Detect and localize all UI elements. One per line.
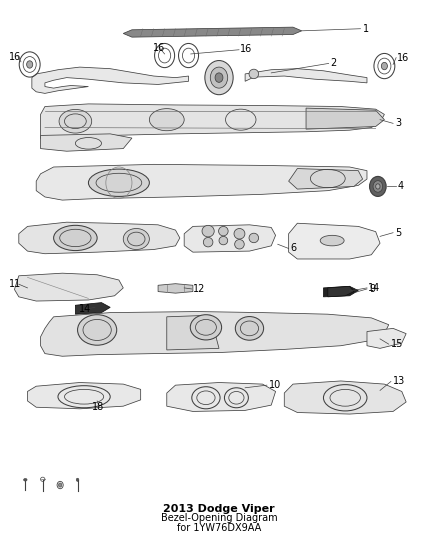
Ellipse shape: [190, 314, 222, 340]
Polygon shape: [19, 222, 180, 254]
Ellipse shape: [234, 229, 245, 239]
Polygon shape: [367, 328, 406, 349]
Polygon shape: [41, 134, 132, 151]
Polygon shape: [41, 312, 389, 356]
Polygon shape: [328, 286, 354, 297]
Text: 5: 5: [395, 228, 402, 238]
Ellipse shape: [235, 239, 244, 249]
Ellipse shape: [215, 73, 223, 82]
Polygon shape: [123, 27, 302, 37]
Polygon shape: [41, 104, 385, 143]
Ellipse shape: [88, 169, 149, 197]
Text: 10: 10: [269, 380, 281, 390]
Polygon shape: [289, 168, 363, 189]
Ellipse shape: [370, 176, 386, 197]
Text: 15: 15: [391, 339, 403, 349]
Text: 18: 18: [92, 402, 104, 412]
Text: 16: 16: [397, 53, 410, 63]
Text: 13: 13: [393, 376, 405, 386]
Ellipse shape: [381, 62, 388, 70]
Ellipse shape: [376, 184, 380, 189]
Polygon shape: [75, 303, 110, 314]
Text: 16: 16: [153, 43, 165, 53]
Text: 14: 14: [79, 304, 91, 314]
Text: 4: 4: [397, 181, 403, 191]
Ellipse shape: [320, 236, 344, 246]
Text: 16: 16: [240, 44, 252, 54]
Polygon shape: [245, 69, 367, 83]
Ellipse shape: [202, 225, 214, 237]
Text: 6: 6: [291, 244, 297, 254]
Text: 14: 14: [368, 283, 381, 293]
Ellipse shape: [123, 229, 149, 249]
Ellipse shape: [203, 237, 213, 247]
Ellipse shape: [27, 61, 33, 68]
Polygon shape: [167, 383, 276, 411]
Polygon shape: [32, 67, 188, 93]
Text: 1: 1: [363, 24, 369, 34]
Text: 16: 16: [9, 52, 21, 62]
Ellipse shape: [219, 236, 228, 245]
Polygon shape: [28, 383, 141, 409]
Ellipse shape: [249, 233, 258, 243]
Ellipse shape: [78, 314, 117, 345]
Ellipse shape: [373, 181, 383, 192]
Text: 11: 11: [9, 279, 21, 289]
Ellipse shape: [235, 317, 264, 340]
Ellipse shape: [205, 61, 233, 95]
Ellipse shape: [210, 67, 228, 88]
Ellipse shape: [53, 225, 97, 251]
Ellipse shape: [58, 483, 62, 487]
Text: for 1YW76DX9AA: for 1YW76DX9AA: [177, 523, 261, 533]
Polygon shape: [184, 225, 276, 252]
Polygon shape: [14, 273, 123, 301]
Ellipse shape: [249, 69, 258, 79]
Polygon shape: [306, 108, 385, 129]
Ellipse shape: [24, 479, 27, 481]
Ellipse shape: [149, 109, 184, 131]
Polygon shape: [284, 381, 406, 414]
Polygon shape: [289, 223, 380, 259]
Text: Bezel-Opening Diagram: Bezel-Opening Diagram: [161, 513, 277, 523]
Text: 2013 Dodge Viper: 2013 Dodge Viper: [163, 504, 275, 514]
Polygon shape: [167, 315, 219, 350]
Ellipse shape: [59, 109, 92, 133]
Text: 2: 2: [330, 59, 336, 68]
Polygon shape: [323, 286, 358, 297]
Polygon shape: [158, 284, 193, 293]
Text: 3: 3: [395, 118, 401, 128]
Ellipse shape: [76, 478, 79, 481]
Ellipse shape: [219, 227, 228, 236]
Text: 9: 9: [369, 284, 375, 294]
Text: 12: 12: [193, 284, 205, 294]
Polygon shape: [36, 164, 367, 200]
